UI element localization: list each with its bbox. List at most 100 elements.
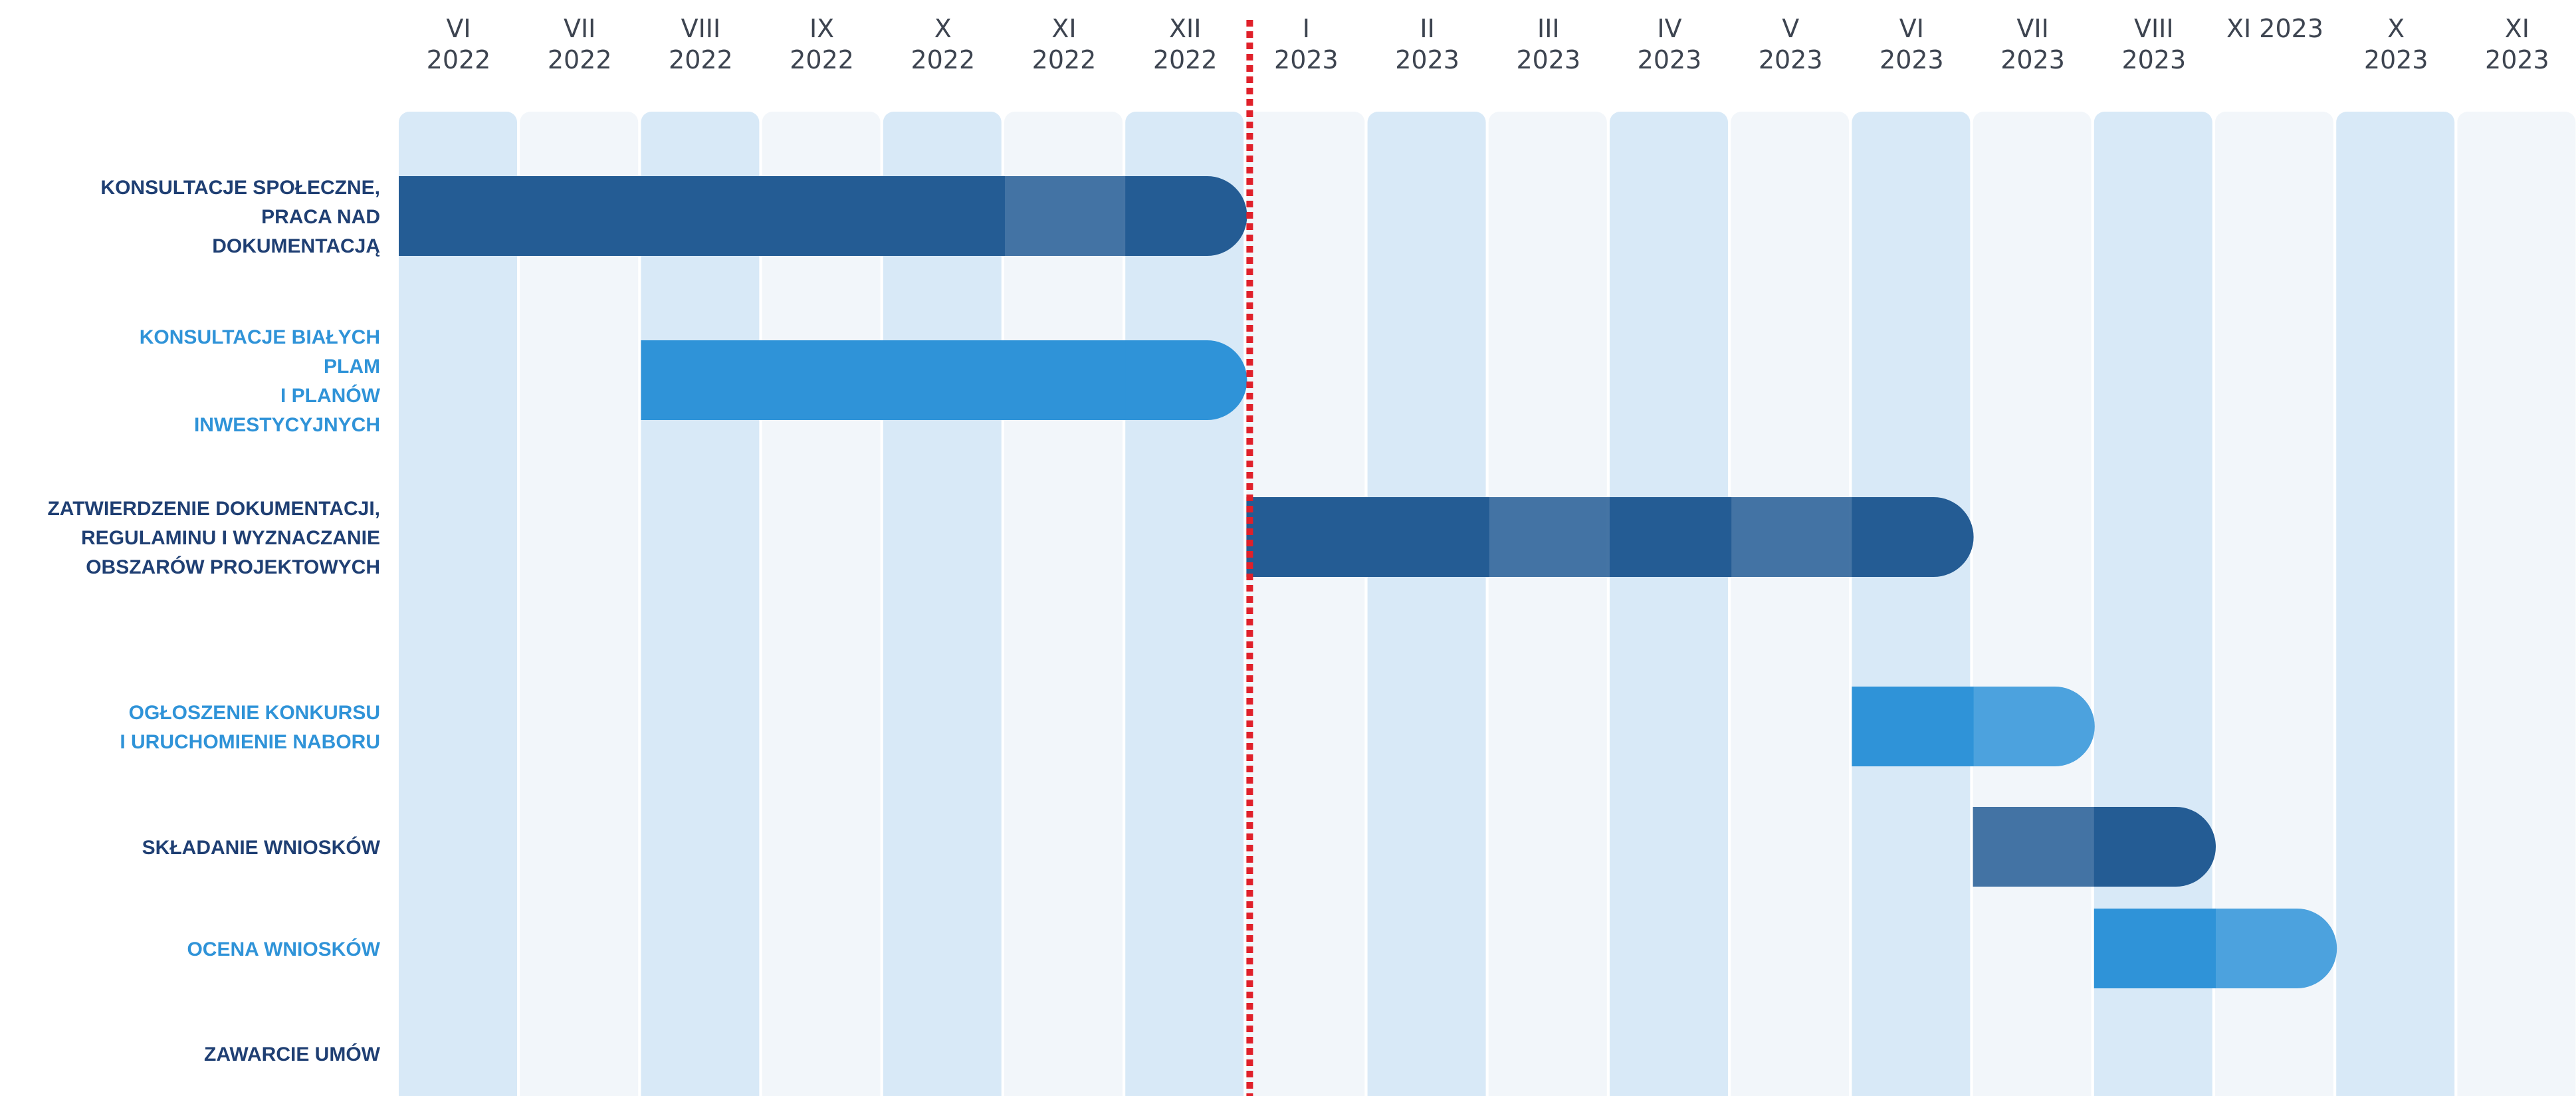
month-labels: VI2022VII2022VIII2022IX2022X2022XI2022XI… xyxy=(427,14,2549,74)
month-band xyxy=(520,112,639,1096)
month-tick-roman: XII xyxy=(1169,14,1201,43)
task-bar xyxy=(1246,497,1974,577)
month-tick-year: 2023 xyxy=(1395,45,1459,74)
task-label: KONSULTACJE BIAŁYCH PLAM I PLANÓW INWESTYCY… xyxy=(140,326,381,436)
month-band xyxy=(1852,112,1971,1096)
task-bar-segment xyxy=(1731,497,1853,577)
month-band xyxy=(1125,112,1244,1096)
month-tick-roman: VIII xyxy=(2134,14,2174,43)
month-band xyxy=(1610,112,1728,1096)
task-bar-segment xyxy=(762,340,884,420)
task-bar-segment xyxy=(762,176,884,256)
month-band xyxy=(762,112,881,1096)
month-band xyxy=(1731,112,1850,1096)
task-label-line: OGŁOSZENIE KONKURSU xyxy=(129,702,380,724)
month-tick-roman: XI xyxy=(2505,14,2529,43)
month-tick-year: 2023 xyxy=(1274,45,1339,74)
task-bar-segment xyxy=(2093,909,2216,988)
month-band xyxy=(399,112,517,1096)
task-label: KONSULTACJE SPOŁECZNE, PRACA NAD DOKUMENTA… xyxy=(100,177,380,257)
task-label-line: OBSZARÓW PROJEKTOWYCH xyxy=(86,556,380,578)
month-tick-roman: IV xyxy=(1657,14,1681,43)
task-label-line: REGULAMINU I WYZNACZANIE xyxy=(81,527,380,549)
month-tick-year: 2023 xyxy=(2485,45,2549,74)
task-bar-segment xyxy=(2093,807,2216,887)
task-bar-segment xyxy=(1004,340,1127,420)
task-bar-segment xyxy=(1973,807,2095,887)
task-bar-segment xyxy=(1125,176,1247,256)
task-label-line: SKŁADANIE WNIOSKÓW xyxy=(142,836,381,859)
month-tick-year: 2023 xyxy=(2000,45,2065,74)
month-tick-roman: X xyxy=(2387,14,2405,43)
month-band xyxy=(1246,112,1365,1096)
month-band xyxy=(1367,112,1486,1096)
task-label-line: KONSULTACJE BIAŁYCH xyxy=(140,326,380,348)
month-band xyxy=(2215,112,2333,1096)
month-tick-roman: VII xyxy=(2016,14,2048,43)
month-band xyxy=(641,112,760,1096)
month-tick-year: 2022 xyxy=(1032,45,1097,74)
task-label-line: I URUCHOMIENIE NABORU xyxy=(120,731,380,753)
task-bar xyxy=(1973,807,2216,887)
month-tick-year: 2023 xyxy=(1638,45,1702,74)
month-band xyxy=(1973,112,2092,1096)
task-bar-segment xyxy=(641,340,763,420)
task-bar xyxy=(641,340,1247,420)
task-bar xyxy=(2093,909,2337,988)
month-tick-year: 2023 xyxy=(2121,45,2186,74)
task-bar-segment xyxy=(883,340,1005,420)
task-bar-segment xyxy=(641,176,763,256)
task-label-line: ZAWARCIE UMÓW xyxy=(204,1043,381,1065)
month-tick-label: XI 2023 xyxy=(2226,14,2323,43)
task-label-line: PLAM xyxy=(324,356,380,378)
month-band xyxy=(1488,112,1607,1096)
task-label-line: INWESTYCYJNYCH xyxy=(194,414,380,436)
task-bar-segment xyxy=(1004,176,1127,256)
month-tick-roman: VIII xyxy=(681,14,721,43)
task-label-line: PRACA NAD xyxy=(261,206,380,228)
task-bar-segment xyxy=(1125,340,1247,420)
task-labels: KONSULTACJE SPOŁECZNE, PRACA NAD DOKUMENTA… xyxy=(47,177,380,1065)
task-bar-segment xyxy=(883,176,1005,256)
month-tick-year: 2023 xyxy=(1516,45,1580,74)
task-label-line: KONSULTACJE SPOŁECZNE, xyxy=(100,177,380,199)
task-bar-segment xyxy=(399,176,521,256)
task-bars xyxy=(399,176,2337,988)
task-label-line: DOKUMENTACJĄ xyxy=(212,235,380,257)
task-bar-segment xyxy=(1610,497,1732,577)
task-label: ZATWIERDZENIE DOKUMENTACJI, REGULAMINU I … xyxy=(47,498,380,578)
month-tick-roman: VI xyxy=(1899,14,1924,43)
task-bar-segment xyxy=(1246,497,1368,577)
month-tick-year: 2023 xyxy=(1879,45,1944,74)
task-bar-segment xyxy=(2215,909,2337,988)
month-band xyxy=(2336,112,2455,1096)
month-tick-year: 2022 xyxy=(790,45,854,74)
month-tick-roman: VII xyxy=(564,14,595,43)
task-bar xyxy=(399,176,1247,256)
month-tick-roman: II xyxy=(1420,14,1434,43)
task-label: SKŁADANIE WNIOSKÓW xyxy=(142,836,381,859)
task-label-line: I PLANÓW xyxy=(280,384,381,407)
task-label: ZAWARCIE UMÓW xyxy=(204,1043,381,1065)
month-tick-year: 2022 xyxy=(548,45,612,74)
month-tick-roman: III xyxy=(1537,14,1560,43)
month-band xyxy=(2457,112,2576,1096)
month-tick-roman: XI 2023 xyxy=(2226,14,2323,43)
month-band xyxy=(1004,112,1123,1096)
month-tick-roman: I xyxy=(1303,14,1310,43)
month-tick-roman: X xyxy=(934,14,952,43)
month-tick-year: 2022 xyxy=(427,45,491,74)
month-tick-roman: IX xyxy=(809,14,834,43)
